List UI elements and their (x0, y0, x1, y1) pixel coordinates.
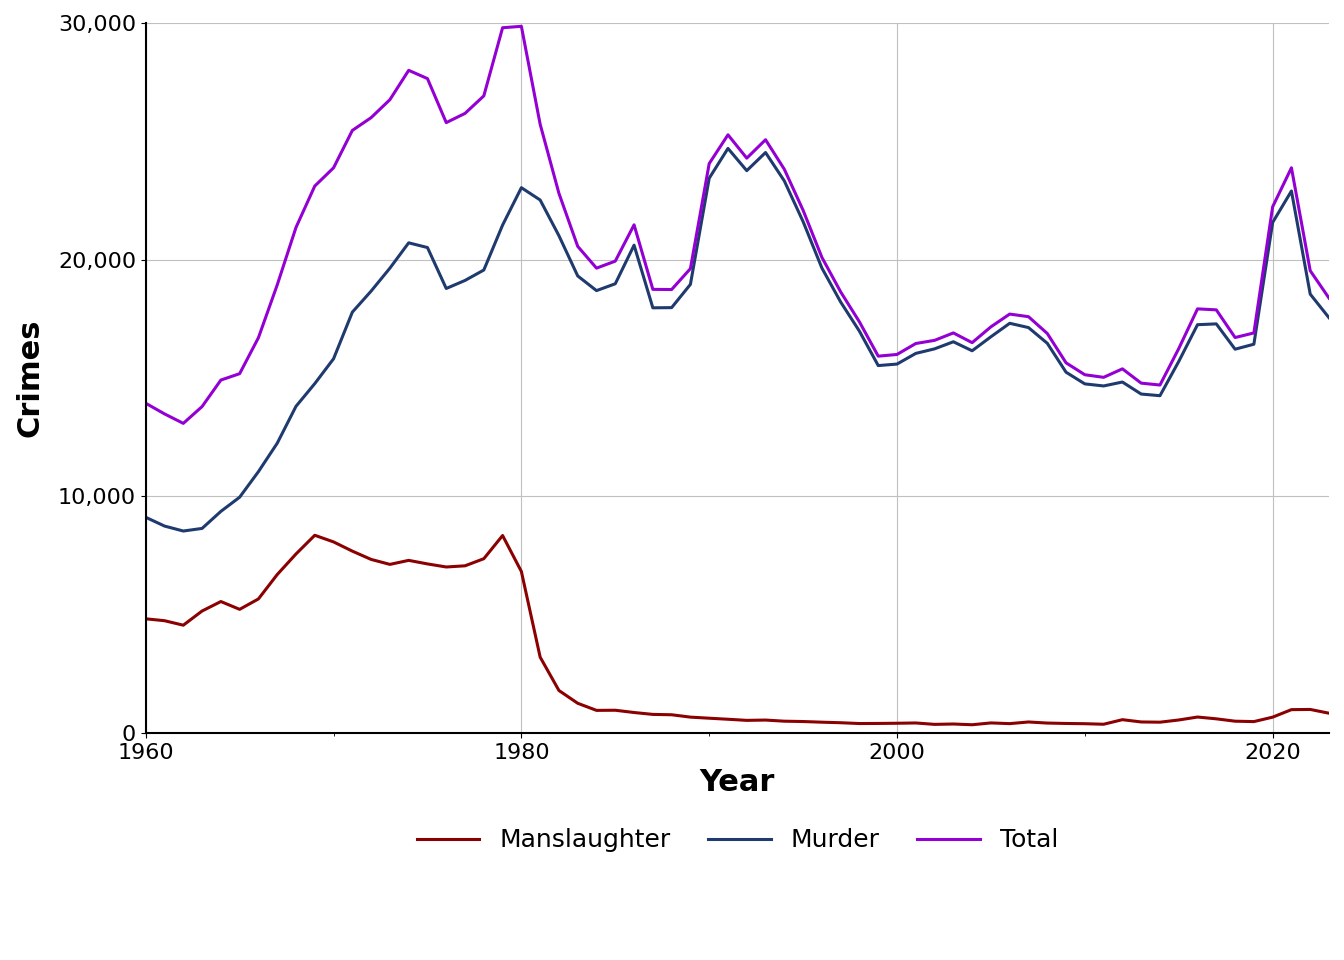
Manslaughter (288, 548, 304, 560)
Legend: Manslaughter, Murder, Total: Manslaughter, Murder, Total (407, 818, 1068, 862)
Total (513, 20, 530, 32)
Total (1321, 293, 1337, 304)
Murder (175, 525, 191, 537)
Total (832, 286, 848, 298)
Manslaughter (739, 714, 755, 726)
Line: Manslaughter: Manslaughter (145, 536, 1329, 725)
Murder (1321, 312, 1337, 324)
Murder (832, 297, 848, 308)
Murder (645, 302, 661, 314)
Manslaughter (645, 708, 661, 720)
Total (926, 335, 942, 347)
Total (758, 134, 774, 146)
Total (664, 284, 680, 296)
X-axis label: Year: Year (700, 768, 775, 797)
Manslaughter (137, 613, 153, 625)
Total (175, 418, 191, 429)
Manslaughter (964, 719, 980, 731)
Total (137, 397, 153, 409)
Total (306, 180, 323, 192)
Manslaughter (1321, 708, 1337, 719)
Line: Murder: Murder (145, 149, 1329, 531)
Manslaughter (814, 716, 831, 728)
Total (945, 327, 961, 339)
Murder (306, 378, 323, 390)
Murder (758, 147, 774, 158)
Murder (720, 143, 737, 155)
Manslaughter (926, 719, 942, 731)
Y-axis label: Crimes: Crimes (15, 319, 44, 437)
Manslaughter (306, 530, 323, 541)
Murder (945, 336, 961, 348)
Murder (137, 512, 153, 523)
Manslaughter (907, 717, 923, 729)
Murder (926, 343, 942, 354)
Line: Total: Total (145, 26, 1329, 423)
